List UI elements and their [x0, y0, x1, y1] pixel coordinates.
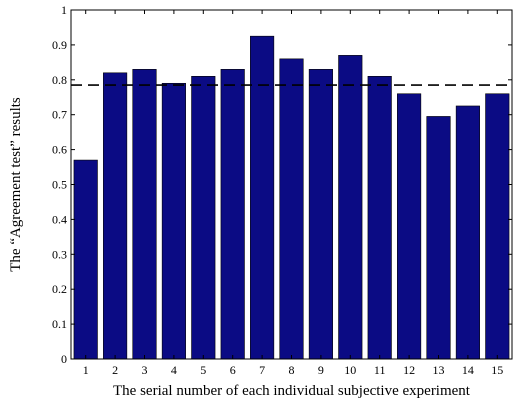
bar-2 — [103, 72, 128, 360]
x-tick-label-3: 3 — [142, 363, 148, 377]
bar-4 — [161, 82, 186, 360]
y-tick-label: 0.2 — [52, 282, 67, 296]
bar-1 — [73, 159, 98, 360]
x-tick-label-14: 14 — [462, 363, 474, 377]
y-tick-label: 0.5 — [52, 178, 67, 192]
bar-14 — [455, 105, 480, 360]
y-tick-label: 0.3 — [52, 247, 67, 261]
bar-9 — [308, 69, 333, 360]
x-tick-label-11: 11 — [374, 363, 386, 377]
bar-11 — [367, 76, 392, 360]
y-tick-label: 0.6 — [52, 143, 67, 157]
y-axis-ticks: 0 0.1 0.2 0.3 0.4 0.5 0.6 0.7 0.8 0.9 1 — [52, 3, 512, 366]
bar-15 — [485, 93, 510, 360]
x-tick-label-13: 13 — [433, 363, 445, 377]
x-tick-label-5: 5 — [200, 363, 206, 377]
y-axis-label: The “Agreement test” results — [8, 97, 24, 272]
bar-8 — [279, 58, 304, 360]
x-axis-label: The serial number of each individual sub… — [113, 383, 471, 399]
y-tick-label: 0.7 — [52, 108, 67, 122]
bar-5 — [191, 76, 216, 360]
bar-13 — [426, 116, 451, 360]
y-tick-label: 0.1 — [52, 317, 67, 331]
x-tick-label-7: 7 — [259, 363, 265, 377]
x-tick-label-1: 1 — [83, 363, 89, 377]
y-tick-label: 0 — [61, 352, 67, 366]
bar-3 — [132, 69, 157, 360]
x-tick-label-4: 4 — [171, 363, 177, 377]
x-tick-label-15: 15 — [491, 363, 503, 377]
x-tick-label-10: 10 — [344, 363, 356, 377]
x-tick-label-9: 9 — [318, 363, 324, 377]
y-tick-label: 0.4 — [52, 212, 67, 226]
x-tick-label-8: 8 — [289, 363, 295, 377]
x-axis-ticks: 1 2 3 4 5 6 7 8 9 10 11 12 13 14 15 — [83, 10, 503, 377]
x-tick-label-12: 12 — [403, 363, 415, 377]
x-tick-label-6: 6 — [230, 363, 236, 377]
y-tick-label: 0.9 — [52, 38, 67, 52]
y-tick-label: 1 — [61, 3, 67, 17]
bar-6 — [220, 69, 245, 360]
x-tick-label-2: 2 — [112, 363, 118, 377]
bars-group — [73, 35, 510, 360]
bar-12 — [397, 93, 422, 360]
bar-10 — [338, 55, 363, 360]
y-tick-label: 0.8 — [52, 73, 67, 87]
